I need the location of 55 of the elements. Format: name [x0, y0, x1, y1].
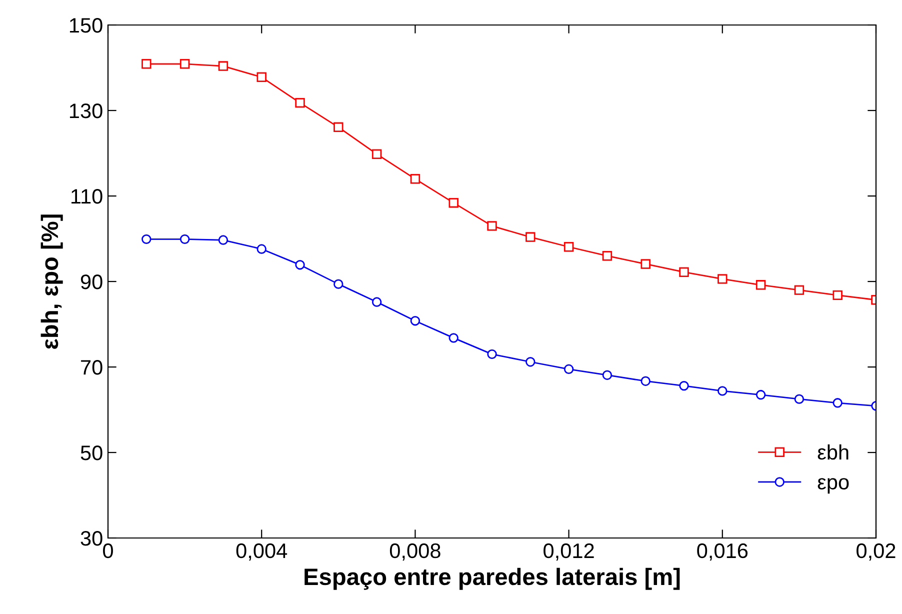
x-tick-label: 0,02 [856, 543, 896, 561]
point [180, 234, 190, 244]
y-tick-label: 110 [72, 189, 102, 204]
point [756, 280, 766, 290]
x-tick-label: 0,012 [544, 543, 594, 561]
point [487, 221, 497, 231]
point [256, 244, 266, 254]
x-tick-label: 0,008 [390, 543, 440, 561]
point [180, 59, 190, 69]
point [295, 98, 305, 108]
point [832, 398, 842, 408]
point [564, 364, 574, 374]
y-tick-label: 130 [70, 104, 102, 118]
point [794, 285, 804, 295]
point [256, 72, 266, 82]
y-tick-label: 150 [70, 18, 102, 33]
point [602, 370, 612, 380]
y-tick-label: 30 [80, 531, 102, 546]
legend-label: εpo [818, 478, 849, 494]
point [142, 234, 152, 244]
y-tick-label: 50 [80, 446, 102, 460]
point [640, 259, 650, 269]
point [372, 149, 382, 159]
point [410, 316, 420, 326]
point [218, 235, 228, 245]
point [334, 122, 344, 132]
x-tick-label: 0 [103, 543, 113, 558]
point [218, 61, 228, 71]
point [832, 290, 842, 300]
y-axis-title: εbh, εpo [%] [40, 214, 63, 349]
y-tick-label: 70 [81, 360, 102, 375]
point [410, 174, 420, 184]
point [334, 279, 344, 289]
point [602, 250, 612, 261]
legend-label: εbh [818, 444, 848, 460]
point [794, 394, 804, 404]
x-tick-label: 0,004 [236, 543, 288, 561]
point [372, 297, 382, 307]
point [640, 376, 650, 386]
y-tick-label: 90 [80, 274, 102, 290]
point [142, 59, 152, 69]
point [718, 386, 728, 396]
point [487, 349, 497, 360]
point [526, 357, 536, 367]
point [564, 242, 574, 252]
point [295, 260, 305, 270]
point [679, 267, 689, 277]
point [718, 274, 728, 284]
point [526, 232, 536, 242]
x-tick-label: 0,016 [697, 543, 748, 561]
point [679, 380, 689, 391]
x-axis-title: Espaço entre paredes laterais [m] [304, 568, 680, 590]
point [448, 198, 458, 208]
point [756, 390, 766, 400]
point [448, 333, 458, 343]
